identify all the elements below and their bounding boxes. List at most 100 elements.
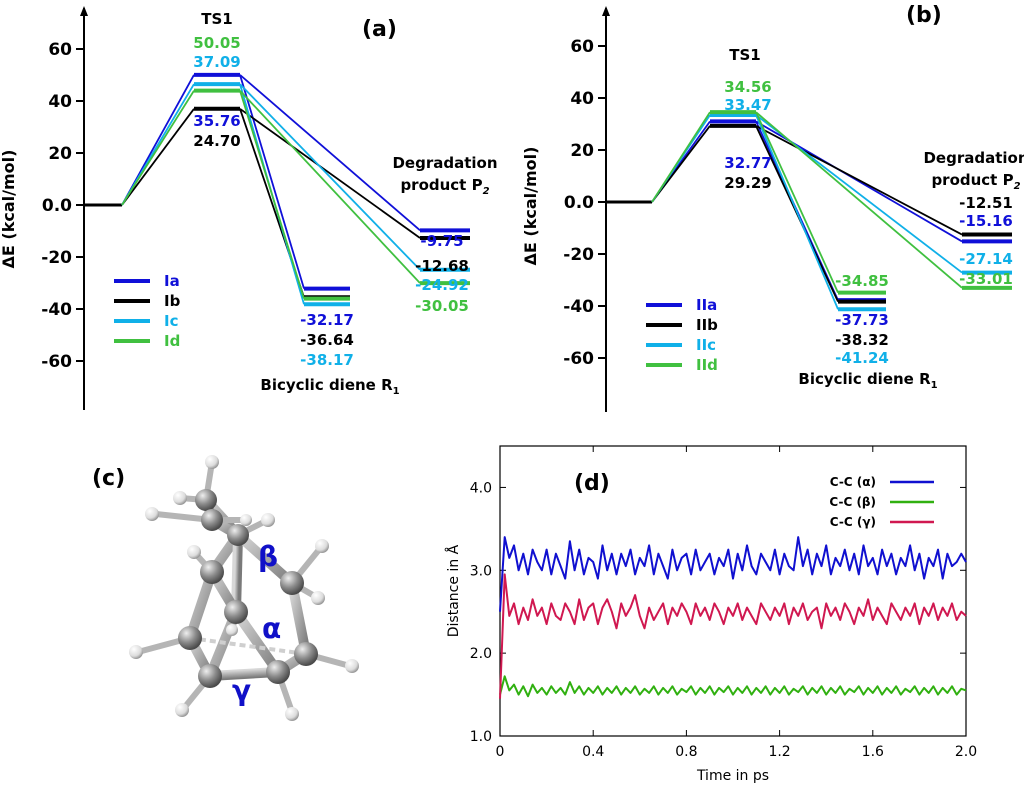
legend-label-IIb: IIb — [696, 316, 718, 334]
connector-Ic — [239, 83, 421, 271]
ts-value-IIb: 29.29 — [724, 174, 771, 192]
hydrogen-atom — [175, 703, 189, 717]
y-tick-label: -20 — [563, 245, 594, 265]
connector-Id — [239, 89, 421, 284]
ts-value-IIc: 33.47 — [724, 96, 771, 114]
legend-label-alpha: C-C (α) — [830, 475, 876, 489]
p2-value-IIb: -12.51 — [959, 194, 1013, 212]
carbon-atom — [266, 660, 290, 684]
hydrogen-atom — [173, 491, 187, 505]
connector-IIb — [651, 125, 711, 203]
panel-label-c: (c) — [92, 466, 125, 491]
x-tick-label: 0.8 — [675, 744, 697, 760]
series-line-beta — [499, 675, 967, 698]
legend-label-beta: C-C (β) — [829, 495, 876, 509]
carbon-atom — [201, 509, 223, 531]
y-tick-label: -20 — [41, 248, 72, 268]
x-axis-label: Time in ps — [696, 768, 769, 784]
hydrogen-atom — [129, 645, 143, 659]
hydrogen-atom — [311, 591, 325, 605]
y-tick-label: 0.0 — [42, 196, 72, 216]
legend-label-Ic: Ic — [164, 312, 178, 330]
panel-label: (b) — [906, 3, 942, 28]
carbon-atom — [227, 524, 249, 546]
connector-Ib — [121, 108, 195, 206]
x-tick-label: 2.0 — [955, 744, 977, 760]
p2-value-IIa: -15.16 — [959, 212, 1013, 230]
hydrogen-atom — [205, 455, 219, 469]
molecule-structure-panel: (c) — [92, 455, 359, 721]
y-tick-label: -40 — [41, 300, 72, 320]
y-tick-label: 60 — [570, 37, 594, 57]
y-axis-arrow — [602, 6, 610, 16]
carbon-atom — [294, 642, 318, 666]
y-tick-label: 20 — [48, 144, 72, 164]
p2-value-Ic: -24.92 — [415, 276, 469, 294]
y-axis-label: ΔE (kcal/mol) — [0, 150, 18, 269]
beta-label: β — [258, 540, 278, 573]
plot-frame — [499, 445, 967, 737]
connector-IId — [755, 111, 839, 293]
ts-value-IIa: 32.77 — [724, 154, 771, 172]
panel-label: (a) — [362, 17, 397, 42]
p2-title-line1: Degradation — [392, 154, 497, 172]
ts-value-Ic: 37.09 — [193, 53, 240, 71]
r1-value-Ic: -38.17 — [300, 351, 354, 369]
panel-label: (d) — [574, 471, 610, 496]
connector-IIc — [755, 114, 839, 310]
connector-Id — [121, 90, 195, 206]
hydrogen-atom — [285, 707, 299, 721]
hydrogen-atom — [226, 624, 238, 636]
p2-value-Id: -30.05 — [415, 297, 469, 315]
y-tick-label: 60 — [48, 40, 72, 60]
connector-Ia — [239, 74, 421, 232]
hydrogen-atom — [345, 659, 359, 673]
x-tick-label: 1.2 — [768, 744, 790, 760]
x-tick-label: 1.6 — [862, 744, 884, 760]
legend-label-IIc: IIc — [696, 336, 716, 354]
p2-value-IId: -33.01 — [959, 270, 1013, 288]
alpha-label: α — [262, 612, 281, 645]
carbon-atom — [178, 626, 202, 650]
x-tick-label: 0 — [496, 744, 505, 760]
r1-value-IId: -34.85 — [835, 272, 889, 290]
ts-value-IId: 34.56 — [724, 78, 771, 96]
hydrogen-atom — [187, 545, 201, 559]
hydrogen-atom — [315, 539, 329, 553]
y-tick-label: -40 — [563, 297, 594, 317]
y-tick-label: 40 — [570, 89, 594, 109]
r1-value-Ib: -36.64 — [300, 331, 354, 349]
y-tick-label: 0.0 — [564, 193, 594, 213]
p2-value-Ia: -9.75 — [420, 232, 463, 250]
x-tick-label: 0.4 — [582, 744, 604, 760]
carbon-atom — [200, 560, 224, 584]
y-tick-label: -60 — [563, 349, 594, 369]
connector-IId — [755, 111, 963, 289]
r1-value-IIc: -41.24 — [835, 349, 889, 367]
hydrogen-atom — [240, 514, 252, 526]
energy-diagram-b: 60 40 20 0.0 -20 -40 -60 ΔE (kcal/mol) (b) TS1 34.… — [521, 3, 1024, 412]
connector-Ia — [239, 74, 305, 289]
ts-title: TS1 — [201, 10, 232, 28]
connector-IId — [651, 111, 711, 203]
hydrogen-atom — [145, 507, 159, 521]
y-tick-label: 40 — [48, 92, 72, 112]
ts-value-Ib: 24.70 — [193, 132, 240, 150]
ts-value-Ia: 35.76 — [193, 112, 240, 130]
series-line-gamma — [499, 573, 967, 699]
p2-value-IIc: -27.14 — [959, 250, 1013, 268]
connector-IIb — [755, 125, 963, 236]
y-tick-label: 2.0 — [470, 646, 492, 662]
ts-value-Id: 50.05 — [193, 34, 240, 52]
carbon-atom — [224, 600, 248, 624]
y-axis-label: Distance in Å — [445, 544, 462, 637]
connector-Id — [239, 90, 305, 299]
carbon-atoms — [178, 489, 318, 688]
r1-value-IIa: -37.73 — [835, 311, 889, 329]
legend-label-IIa: IIa — [696, 296, 717, 314]
legend-label-IId: IId — [696, 356, 718, 374]
distance-time-plot: 0 0.4 0.8 1.2 1.6 2.0 1.0 2.0 3.0 4.0 Time in ps Di… — [445, 445, 977, 784]
carbon-atom — [198, 664, 222, 688]
hydrogen-atoms — [129, 455, 359, 721]
